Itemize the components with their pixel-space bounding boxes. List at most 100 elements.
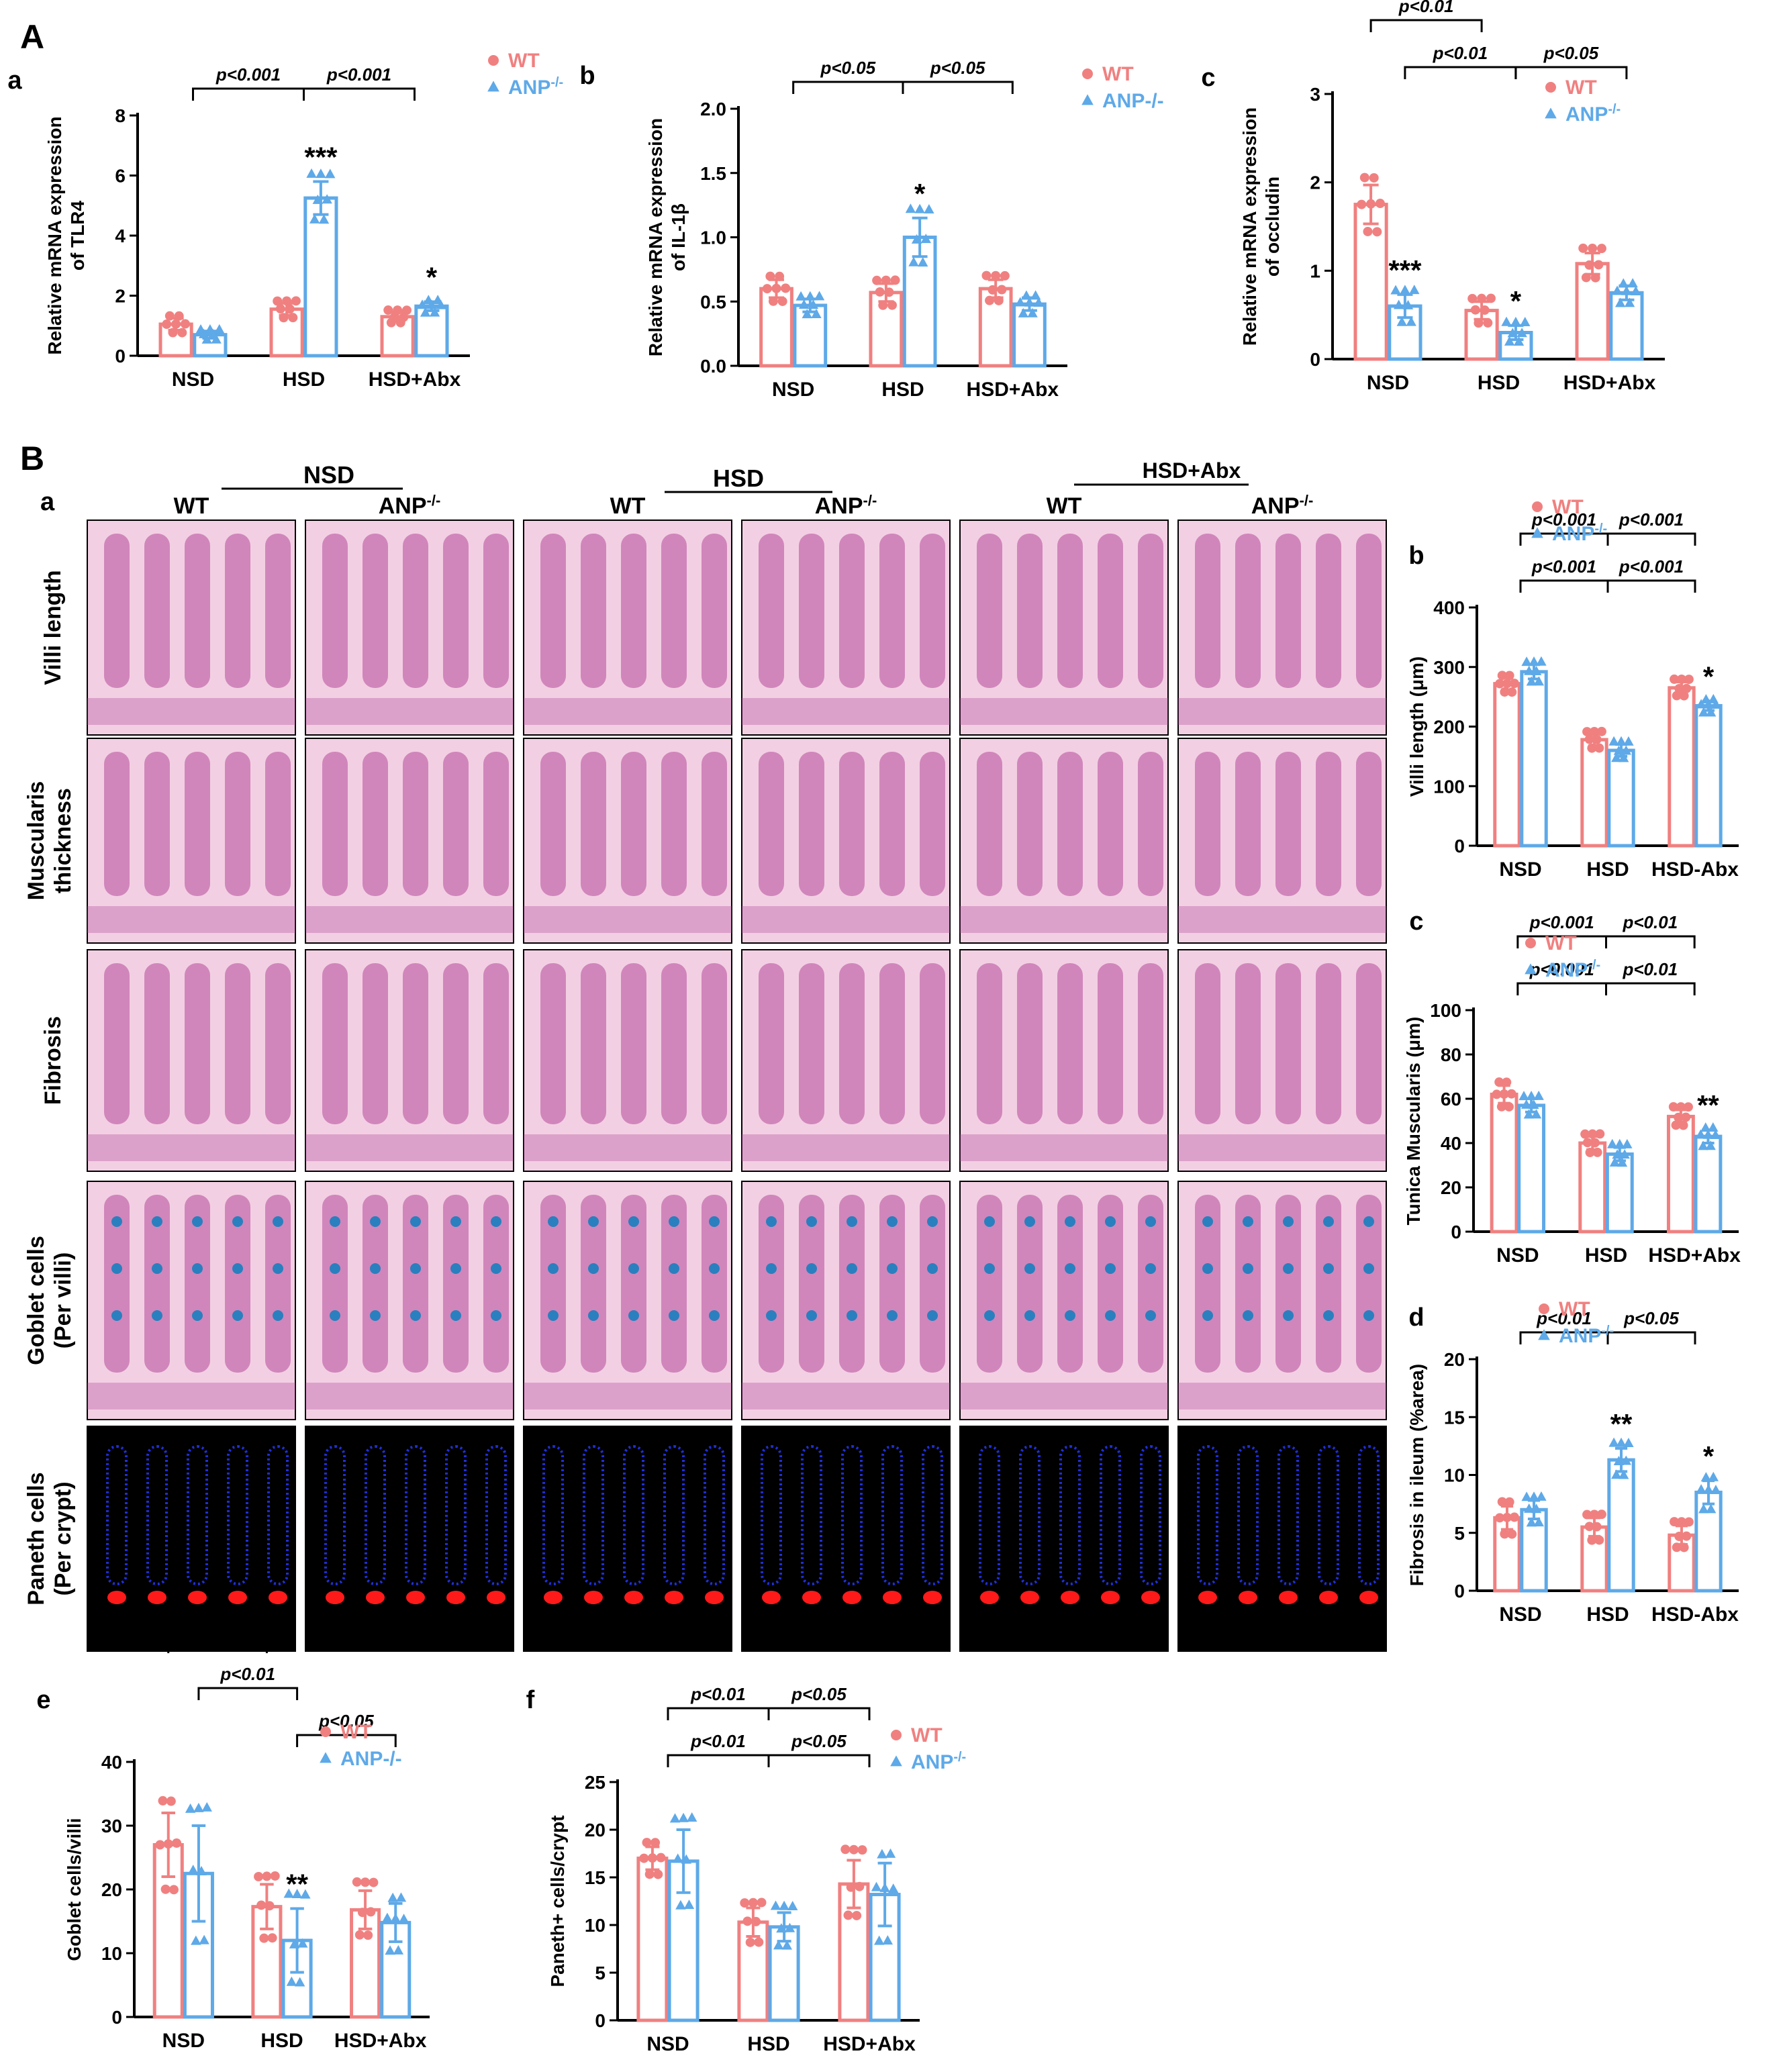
villus-shape [225, 752, 250, 896]
data-point [754, 1937, 764, 1947]
data-point [987, 285, 998, 295]
goblet-cell [111, 1216, 122, 1227]
goblet-cell [1323, 1216, 1334, 1227]
goblet-cell [548, 1310, 559, 1321]
villus-shape [1017, 752, 1043, 896]
data-point [991, 270, 1001, 281]
chart-tunica-muscularis: c 0 20 40 60 80 100 Tunica Muscularis (μm) NSD HS… [1403, 907, 1741, 1267]
data-point [857, 1845, 867, 1855]
micrograph-tile [305, 1426, 514, 1652]
data-point [201, 334, 212, 344]
paneth-cell [1020, 1591, 1039, 1604]
villus-outline [365, 1445, 386, 1585]
paneth-cell [1061, 1591, 1079, 1604]
y-tick-label: 8 [115, 105, 126, 126]
p-value-label: p<0.01 [1622, 959, 1678, 979]
data-point [1000, 270, 1010, 281]
circle-icon [1539, 1303, 1549, 1314]
goblet-cell [669, 1263, 679, 1274]
goblet-cell [669, 1310, 679, 1321]
data-point [981, 270, 992, 281]
chart-letter: a [7, 66, 22, 95]
data-point [1627, 278, 1638, 288]
y-tick-label: 40 [101, 1752, 122, 1773]
data-point [297, 1938, 308, 1948]
villus-shape [144, 1195, 170, 1373]
paneth-cell [923, 1591, 942, 1604]
data-point [1369, 172, 1379, 183]
villus-shape [443, 1195, 469, 1373]
villus-shape [363, 752, 388, 896]
goblet-cell [628, 1216, 639, 1227]
data-point [911, 234, 922, 244]
data-point [1507, 687, 1517, 697]
micrograph-tile [741, 1426, 951, 1652]
villus-shape [621, 534, 646, 688]
data-point [259, 1933, 269, 1943]
goblet-cell [1283, 1263, 1294, 1274]
legend-superscript: -/- [953, 1750, 966, 1765]
micrograph-tile [87, 1426, 296, 1652]
y-axis-label: of TLR4 [67, 200, 88, 270]
data-point [1580, 1129, 1590, 1139]
triangle-icon [1081, 94, 1094, 105]
data-point [770, 1900, 781, 1910]
data-point [1595, 1129, 1605, 1139]
y-axis-label: Relative mRNA expression [1239, 107, 1260, 346]
data-point [1500, 687, 1510, 697]
villus-shape [322, 534, 348, 688]
data-point [884, 287, 894, 297]
data-point [352, 1877, 362, 1887]
data-point [1703, 1484, 1714, 1494]
bar [1517, 1103, 1546, 1234]
villus-shape [185, 1195, 210, 1373]
chart-letter: c [1409, 907, 1423, 936]
data-point [1611, 752, 1622, 762]
villus-shape [540, 1195, 566, 1373]
data-point [1588, 1129, 1598, 1139]
data-point [1613, 1455, 1625, 1465]
column-header-anp: ANP-/- [379, 492, 441, 520]
paneth-cell [1101, 1591, 1120, 1604]
villus-shape [839, 1195, 865, 1373]
goblet-cell [273, 1216, 283, 1227]
data-point [201, 1802, 212, 1812]
x-tick-label: HSD+Abx [1648, 1244, 1741, 1267]
data-point [211, 334, 222, 344]
data-point [683, 1900, 695, 1910]
goblet-cell [887, 1310, 898, 1321]
y-tick-label: 30 [101, 1816, 122, 1836]
goblet-cell [192, 1263, 203, 1274]
data-point [177, 328, 187, 338]
data-point [1684, 1517, 1694, 1527]
significance-star: *** [1388, 254, 1422, 286]
villus-shape [1316, 534, 1341, 688]
data-point [1470, 305, 1480, 315]
y-tick-label: 5 [595, 1963, 606, 1983]
data-point [180, 319, 190, 329]
data-point [1674, 1112, 1684, 1122]
data-point [1676, 1517, 1686, 1527]
legend-superscript: -/- [1608, 102, 1621, 117]
data-point [885, 1848, 896, 1858]
data-point [1582, 1510, 1592, 1520]
data-point [920, 234, 931, 244]
y-tick-label: 1 [1310, 260, 1320, 281]
data-point [318, 214, 330, 224]
data-point [757, 1897, 767, 1908]
data-point [160, 1884, 171, 1894]
paneth-cell [446, 1591, 465, 1604]
villus-shape [363, 534, 388, 688]
data-point [887, 300, 897, 310]
chart-letter: c [1201, 64, 1215, 92]
goblet-cell [766, 1263, 777, 1274]
data-point [389, 312, 399, 322]
data-point [1607, 1138, 1618, 1148]
column-header-wt: WT [610, 493, 646, 519]
villus-shape [1195, 1195, 1220, 1373]
x-tick-label: NSD [162, 2030, 205, 2052]
data-point [1676, 675, 1686, 685]
bar [636, 1857, 669, 2022]
significance-bracket [1369, 19, 1483, 32]
data-point [1618, 752, 1629, 762]
